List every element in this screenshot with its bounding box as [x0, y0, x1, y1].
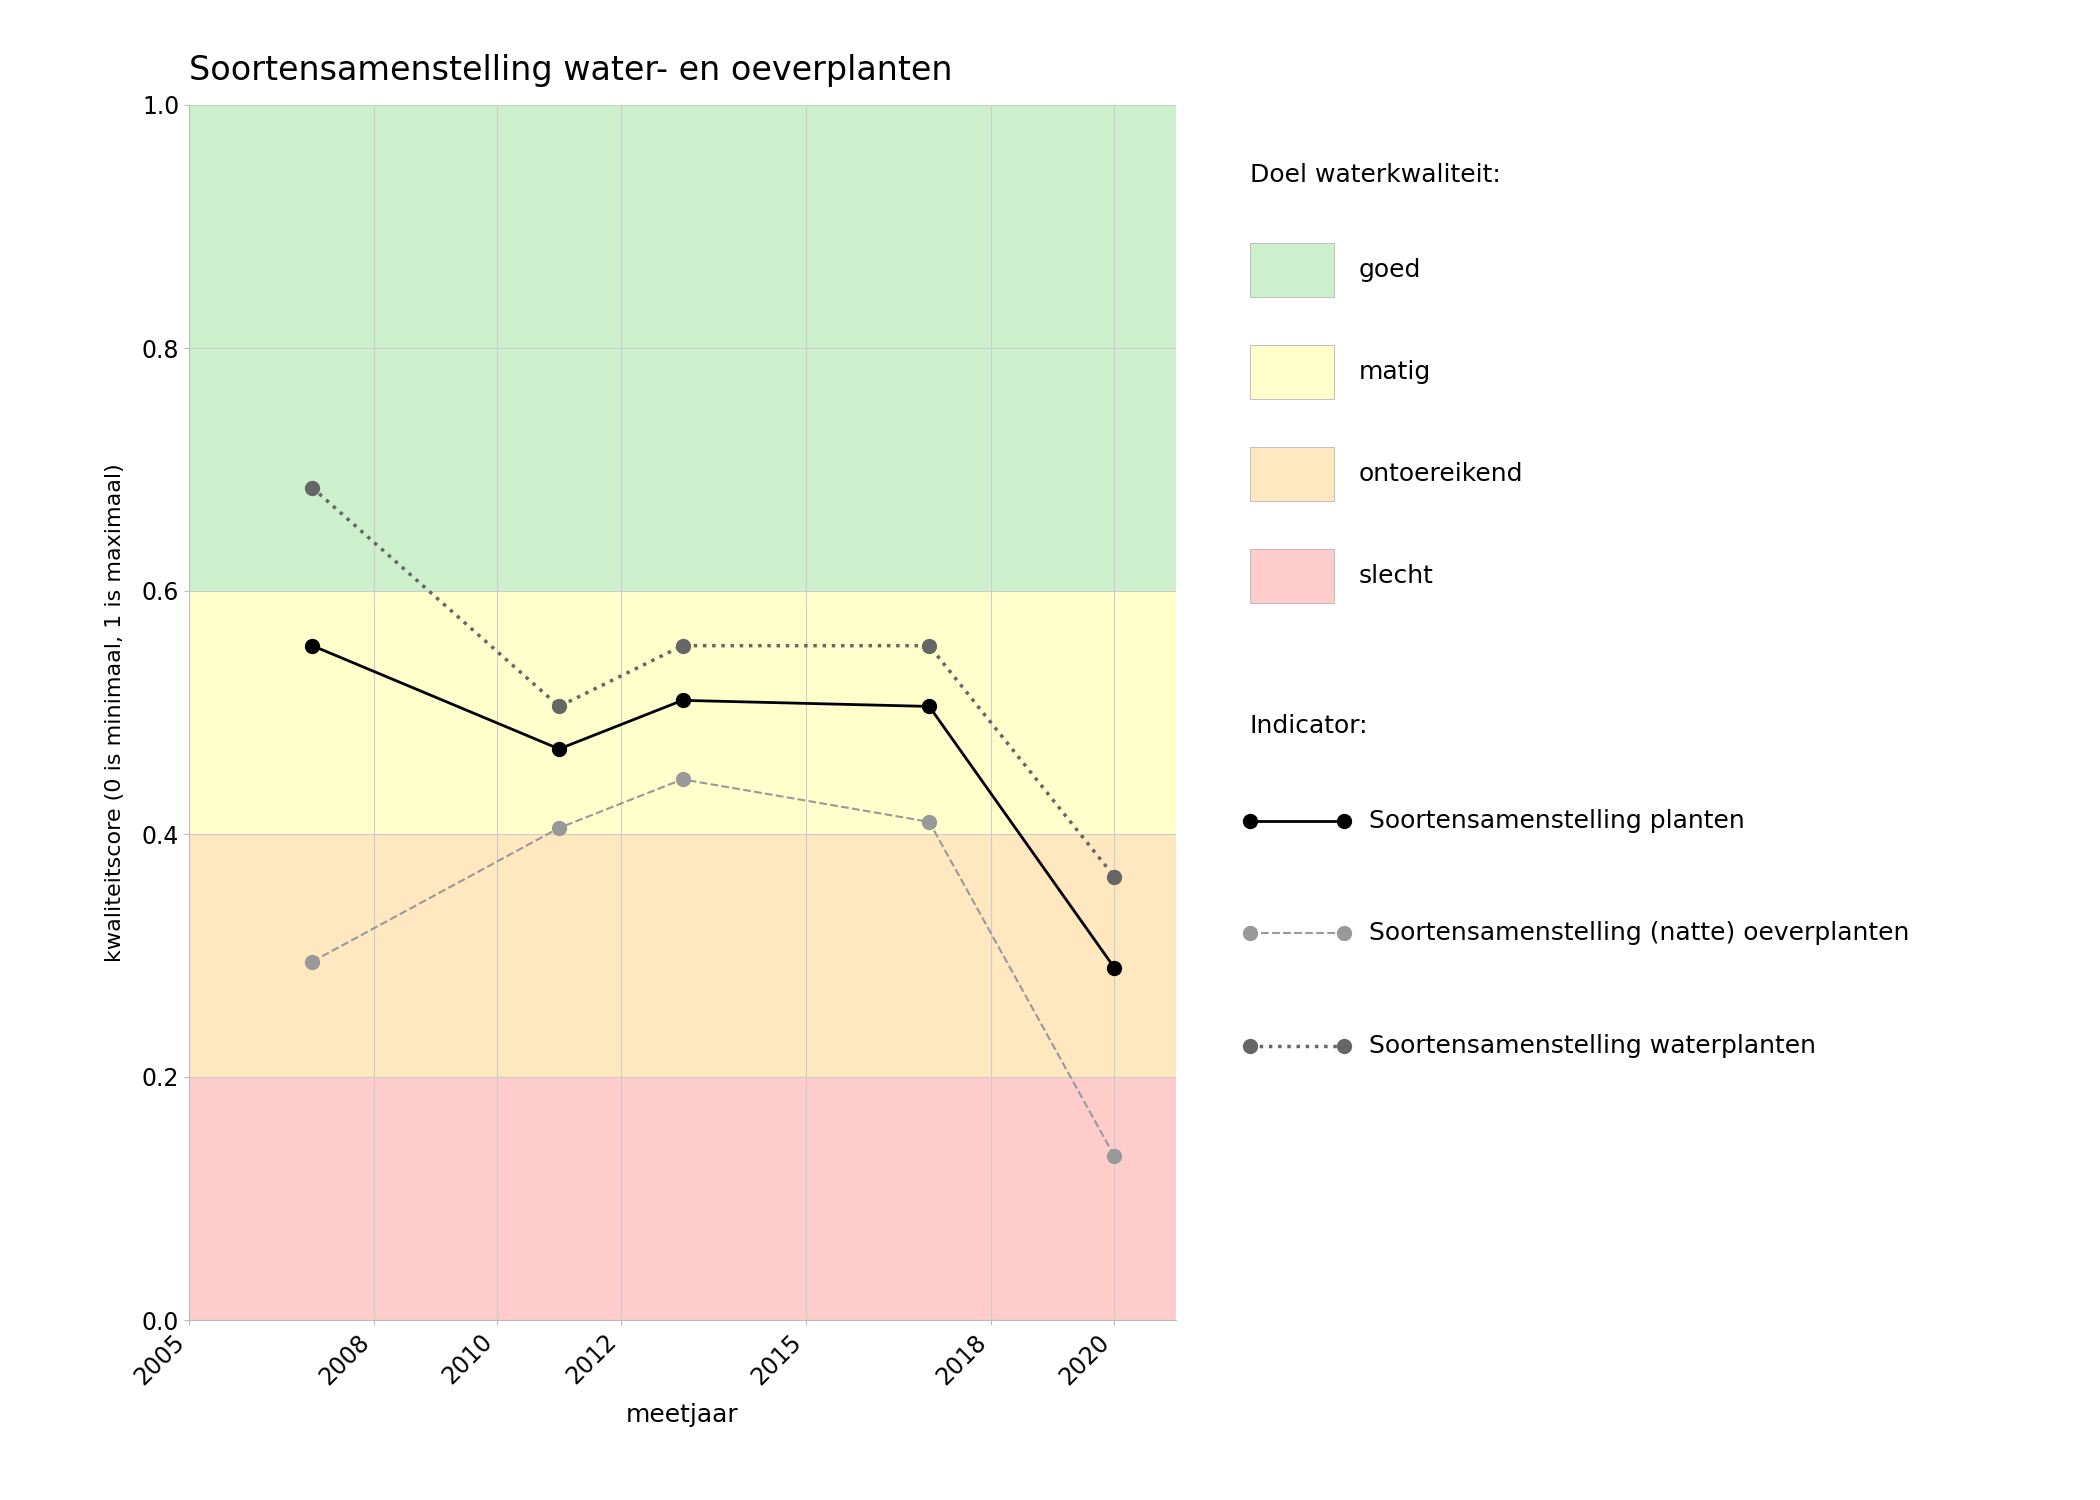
- Text: Soortensamenstelling waterplanten: Soortensamenstelling waterplanten: [1369, 1034, 1816, 1058]
- Bar: [189, 1077, 1176, 1320]
- Text: matig: matig: [1359, 360, 1430, 384]
- Y-axis label: kwaliteitscore (0 is minimaal, 1 is maximaal): kwaliteitscore (0 is minimaal, 1 is maxi…: [105, 464, 126, 962]
- Text: goed: goed: [1359, 258, 1422, 282]
- Text: Soortensamenstelling water- en oeverplanten: Soortensamenstelling water- en oeverplan…: [189, 54, 953, 87]
- Text: slecht: slecht: [1359, 564, 1434, 588]
- Text: Doel waterkwaliteit:: Doel waterkwaliteit:: [1250, 164, 1499, 188]
- Text: Indicator:: Indicator:: [1250, 714, 1367, 738]
- Bar: [189, 591, 1176, 834]
- Text: Soortensamenstelling planten: Soortensamenstelling planten: [1369, 808, 1745, 832]
- Bar: [189, 105, 1176, 591]
- Bar: [189, 834, 1176, 1077]
- Text: Soortensamenstelling (natte) oeverplanten: Soortensamenstelling (natte) oeverplante…: [1369, 921, 1909, 945]
- Text: ontoereikend: ontoereikend: [1359, 462, 1522, 486]
- X-axis label: meetjaar: meetjaar: [626, 1402, 739, 1426]
